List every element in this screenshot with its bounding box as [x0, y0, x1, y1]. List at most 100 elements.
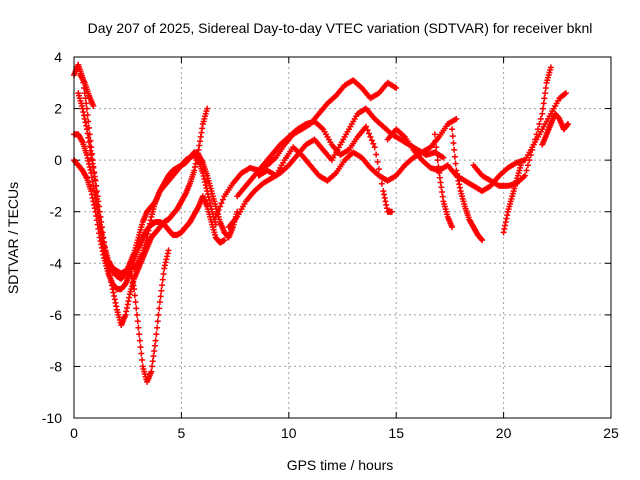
data-point-interp [533, 131, 540, 138]
data-point-interp [155, 311, 162, 318]
data-point [212, 221, 219, 228]
series [500, 162, 524, 236]
data-point-interp [364, 127, 371, 134]
data-point [90, 102, 97, 109]
data-point-interp [149, 363, 156, 370]
data-point-interp [532, 136, 539, 143]
data-point-interp [215, 206, 222, 213]
data-point-interp [136, 337, 143, 344]
data-point-interp [370, 140, 377, 147]
data-points [71, 61, 572, 385]
data-point [449, 126, 456, 133]
data-point-interp [527, 151, 534, 158]
data-point-interp [529, 146, 536, 153]
data-point-interp [139, 356, 146, 363]
data-point [530, 141, 537, 148]
chart-title: Day 207 of 2025, Sidereal Day-to-day VTE… [88, 20, 593, 36]
y-tick-label: -10 [42, 410, 62, 426]
data-point [522, 172, 529, 179]
y-tick-label: 4 [54, 49, 62, 65]
data-point-interp [82, 95, 89, 102]
data-point-interp [434, 157, 441, 164]
x-tick-label: 5 [178, 425, 186, 441]
y-tick-label: -6 [50, 307, 63, 323]
x-tick-label: 10 [281, 425, 297, 441]
data-point-interp [134, 311, 141, 318]
data-point [92, 177, 99, 184]
data-point-interp [159, 276, 166, 283]
x-tick-label: 25 [603, 425, 619, 441]
data-point-interp [85, 118, 92, 125]
data-point [431, 131, 438, 138]
data-point-interp [137, 344, 144, 351]
x-tick-label: 15 [388, 425, 404, 441]
data-point-interp [151, 347, 158, 354]
y-tick-label: -2 [50, 204, 63, 220]
series [431, 131, 456, 231]
series [384, 90, 569, 195]
grid [74, 57, 611, 418]
x-axis-label: GPS time / hours [287, 457, 394, 473]
data-point-interp [214, 210, 221, 217]
data-point-interp [133, 305, 140, 312]
data-point [562, 90, 569, 97]
data-point-interp [134, 318, 141, 325]
data-point-interp [368, 137, 375, 144]
data-point-interp [156, 305, 163, 312]
data-point-interp [450, 139, 457, 146]
data-point-interp [449, 133, 456, 140]
y-tick-label: 2 [54, 101, 62, 117]
data-point-interp [138, 350, 145, 357]
data-point-interp [219, 196, 226, 203]
data-point [131, 286, 138, 293]
data-point-interp [157, 293, 164, 300]
data-point-interp [433, 144, 440, 151]
data-point-interp [150, 353, 157, 360]
data-point [517, 162, 524, 169]
data-point [221, 237, 228, 244]
data-point-interp [373, 151, 380, 158]
data-point [547, 64, 554, 71]
data-point [148, 368, 155, 375]
data-point-interp [218, 200, 225, 207]
data-point-interp [374, 158, 381, 165]
data-point-interp [434, 150, 441, 157]
data-point-interp [131, 292, 138, 299]
series [212, 77, 400, 220]
data-point-interp [534, 126, 541, 133]
y-tick-label: -4 [50, 255, 63, 271]
data-point-interp [160, 271, 167, 278]
data-point-interp [149, 358, 156, 365]
data-point [152, 337, 159, 344]
data-point-interp [154, 318, 161, 325]
data-point-interp [541, 95, 548, 102]
series [77, 72, 97, 109]
data-point-interp [365, 130, 372, 137]
data-point-interp [378, 180, 385, 187]
series [539, 110, 572, 148]
data-point-interp [542, 90, 549, 97]
data-point [565, 121, 572, 128]
y-tick-label: 0 [54, 152, 62, 168]
tick-labels: 0 5 10 15 20 25 -10 -8 -6 -4 -2 0 2 4 [42, 49, 619, 441]
y-tick-label: -8 [50, 358, 63, 374]
ticks [73, 56, 612, 419]
data-point-interp [523, 167, 530, 174]
data-point [165, 247, 172, 254]
data-point-interp [451, 153, 458, 160]
data-point-interp [158, 287, 165, 294]
data-point-interp [432, 137, 439, 144]
data-point-interp [452, 160, 459, 167]
data-point [453, 115, 460, 122]
data-point-interp [526, 157, 533, 164]
y-axis-label: SDTVAR / TECUs [5, 182, 21, 294]
data-point-interp [367, 133, 374, 140]
data-point [393, 84, 400, 91]
data-point-interp [435, 163, 442, 170]
data-point [363, 123, 370, 130]
data-point-interp [154, 324, 161, 331]
series [131, 151, 219, 272]
data-point-interp [536, 121, 543, 128]
series [449, 126, 486, 244]
x-tick-label: 0 [70, 425, 78, 441]
